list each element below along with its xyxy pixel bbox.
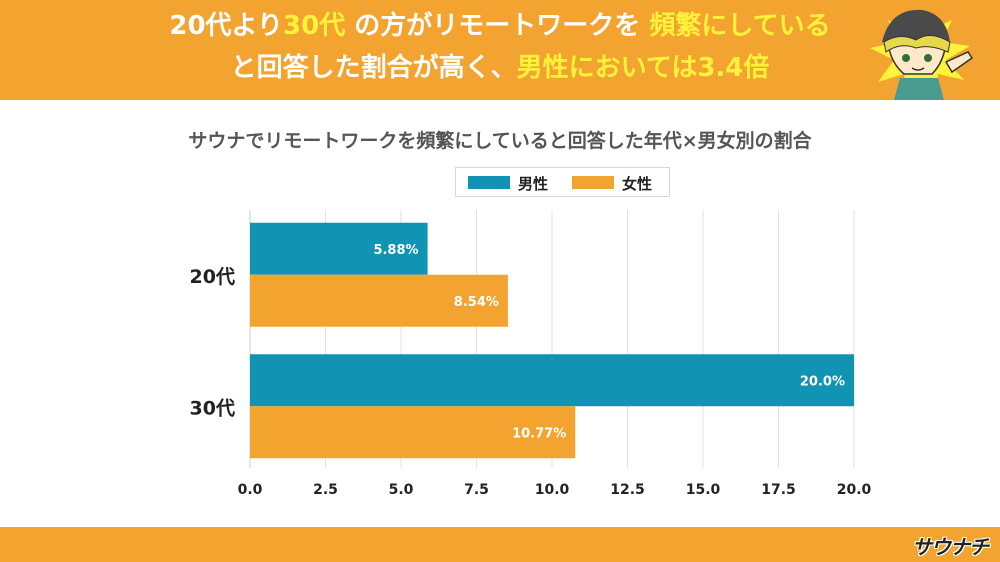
headline-segment: の方がリモートワークを xyxy=(354,11,641,41)
headline-line-1: 20代より30代 の方がリモートワークを 頻繁にしている xyxy=(0,10,1000,42)
headline-line-2: と回答した割合が高く、男性においては3.4倍 xyxy=(0,52,1000,84)
bar-male xyxy=(250,354,854,407)
x-tick-label: 7.5 xyxy=(464,482,489,498)
headline-segment: と回答した割合が高く、 xyxy=(230,53,517,83)
x-tick-label: 20.0 xyxy=(837,482,872,498)
legend-swatch-female xyxy=(572,176,614,189)
data-label: 10.77% xyxy=(512,426,566,441)
category-label: 30代 xyxy=(190,397,235,419)
chart-title: サウナでリモートワークを頻繁にしていると回答した年代×男女別の割合 xyxy=(188,130,812,152)
bar-female xyxy=(250,274,508,327)
x-tick-label: 15.0 xyxy=(686,482,721,498)
data-label: 8.54% xyxy=(454,295,499,310)
legend-label-male: 男性 xyxy=(518,175,549,193)
headline-segment: 20代より xyxy=(169,11,284,41)
header-banner: 20代より30代 の方がリモートワークを 頻繁にしている と回答した割合が高く、… xyxy=(0,0,1000,100)
footer-banner: サウナチ xyxy=(0,527,1000,562)
bar-female xyxy=(250,406,576,459)
x-tick-label: 17.5 xyxy=(761,482,796,498)
headline-highlight: 男性においては3.4倍 xyxy=(516,53,770,83)
x-tick-label: 0.0 xyxy=(238,482,263,498)
legend-label-female: 女性 xyxy=(622,175,653,193)
x-tick-label: 5.0 xyxy=(389,482,414,498)
x-tick-label: 12.5 xyxy=(610,482,645,498)
x-tick-label: 10.0 xyxy=(535,482,570,498)
data-label: 5.88% xyxy=(373,243,418,258)
category-label: 20代 xyxy=(190,266,235,288)
headline-highlight: 30代 xyxy=(283,11,346,41)
mascot-character-icon xyxy=(870,9,974,100)
x-tick-label: 2.5 xyxy=(313,482,338,498)
chart-legend: 男性 女性 xyxy=(455,167,670,197)
data-label: 20.0% xyxy=(800,374,845,389)
brand-logo: サウナチ xyxy=(912,535,989,559)
headline-highlight: 頻繁にしている xyxy=(649,11,831,41)
legend-swatch-male xyxy=(468,176,510,189)
bar-male xyxy=(250,222,428,275)
